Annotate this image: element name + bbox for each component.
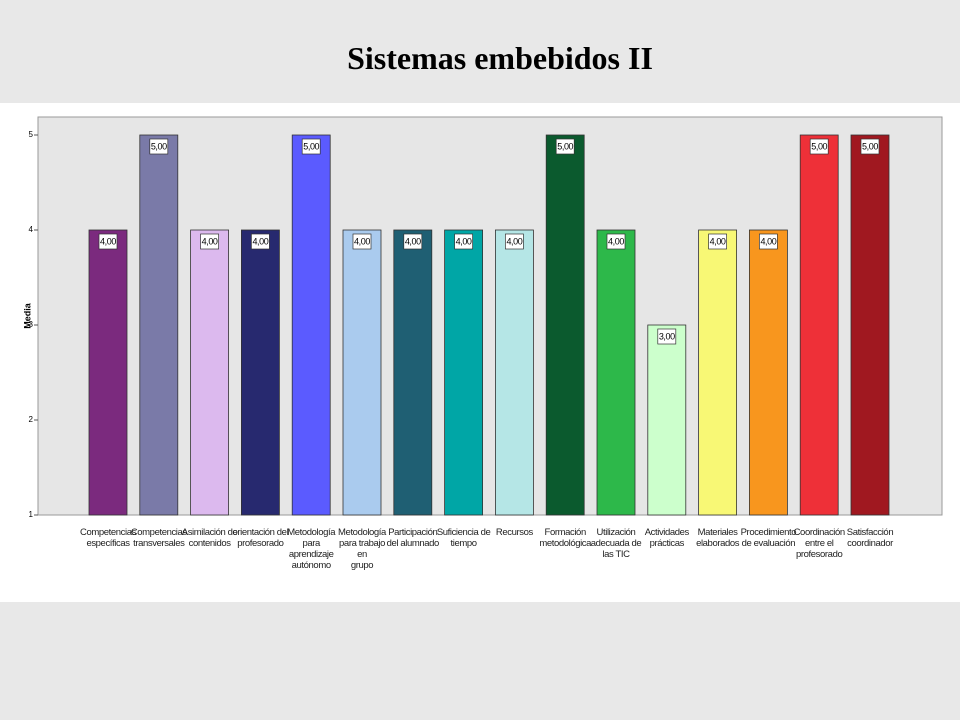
- value-label: 5,00: [862, 141, 878, 151]
- x-tick-label: Actividades prácticas: [644, 527, 690, 549]
- x-tick-label: Metodología para aprendizaje autónomo: [287, 527, 336, 571]
- bar: [850, 134, 890, 516]
- x-tick-label: Participación del alumnado: [386, 527, 440, 549]
- x-tick-label: Procedimiento de evaluación: [740, 527, 797, 549]
- x-tick-label: Asimilación de contenidos: [181, 527, 238, 549]
- value-label: 5,00: [557, 141, 573, 151]
- slide-title: Sistemas embebidos II: [347, 40, 653, 76]
- bar: [393, 229, 433, 516]
- x-tick-label: Coordinación entre el profesorado: [793, 527, 846, 560]
- value-label-box: [98, 233, 118, 250]
- x-tick-label: orientación del profesorado: [232, 527, 289, 549]
- value-label-box: [809, 138, 829, 155]
- bar: [291, 134, 331, 516]
- value-label-box: [301, 138, 321, 155]
- value-label: 4,00: [456, 236, 472, 246]
- bar: [190, 229, 230, 516]
- value-label-box: [251, 233, 270, 250]
- value-label: 5,00: [151, 141, 167, 151]
- value-label: 4,00: [506, 236, 522, 246]
- y-tick-label: 4: [29, 225, 34, 234]
- x-tick-label: Suficiencia de tiempo: [436, 527, 491, 549]
- value-label: 5,00: [811, 141, 827, 151]
- value-label-box: [555, 138, 575, 155]
- x-tick-label: Satisfacción coordinador: [846, 527, 894, 549]
- value-label: 4,00: [760, 236, 776, 246]
- x-tick-label: Recursos: [495, 527, 533, 538]
- value-label: 4,00: [710, 236, 726, 246]
- y-tick-label: 5: [29, 130, 34, 139]
- value-label-box: [860, 138, 880, 155]
- value-label-box: [454, 233, 473, 250]
- x-tick-label: Competencias específicas: [80, 527, 136, 549]
- bar: [240, 229, 280, 516]
- plot-area: [37, 116, 943, 516]
- y-tick-label: 3: [29, 320, 34, 329]
- bar: [647, 324, 687, 516]
- bar: [88, 229, 128, 516]
- value-label: 3,00: [659, 331, 675, 341]
- value-label: 4,00: [100, 236, 116, 246]
- value-label: 4,00: [252, 236, 268, 246]
- value-label-box: [708, 233, 727, 250]
- value-label: 5,00: [303, 141, 319, 151]
- x-tick-label: Materiales elaborados: [696, 527, 740, 549]
- value-label-box: [606, 233, 626, 250]
- bar: [799, 134, 839, 516]
- value-label: 4,00: [202, 236, 218, 246]
- bar: [749, 229, 788, 516]
- bar: [494, 229, 534, 516]
- bar: [596, 229, 636, 516]
- x-tick-label: Competencias transversales: [130, 527, 187, 549]
- value-label-box: [759, 233, 778, 250]
- y-axis-label: Media: [22, 302, 32, 329]
- x-tick-label: Metodología para trabajo en grupo: [338, 527, 386, 571]
- x-tick-label: Utilización adecuada de las TIC: [590, 527, 642, 560]
- value-label-box: [149, 138, 169, 155]
- value-label: 4,00: [405, 236, 421, 246]
- y-tick-label: 1: [29, 510, 34, 519]
- bar: [698, 229, 737, 516]
- bar: [444, 229, 484, 516]
- value-label-box: [200, 233, 219, 250]
- value-label-box: [352, 233, 372, 250]
- bar: [342, 229, 382, 516]
- bar: [139, 134, 179, 516]
- bar: [545, 134, 585, 516]
- y-tick-label: 2: [29, 415, 34, 424]
- value-label: 4,00: [608, 236, 624, 246]
- value-label-box: [403, 233, 423, 250]
- value-label: 4,00: [354, 236, 370, 246]
- x-tick-label: Formación metodológica: [539, 527, 592, 549]
- value-label-box: [657, 328, 677, 345]
- value-label-box: [505, 233, 524, 250]
